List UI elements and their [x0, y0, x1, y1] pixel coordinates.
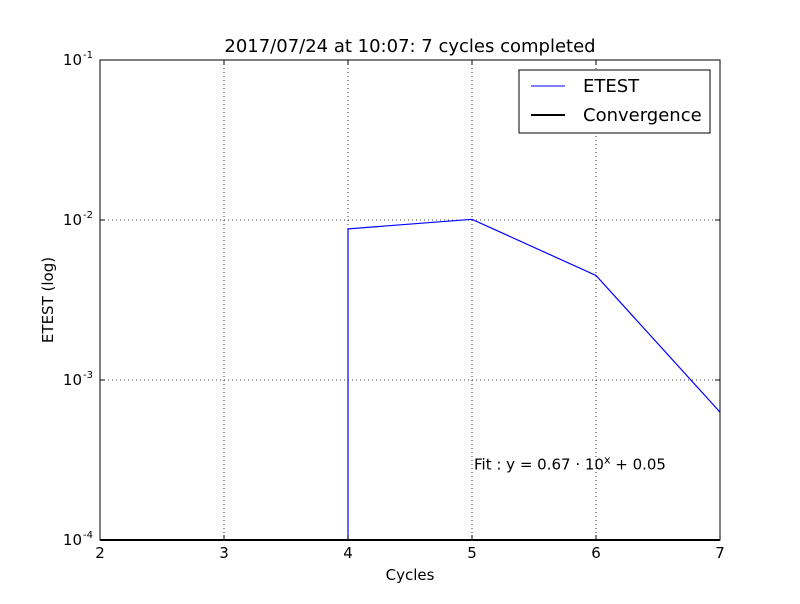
legend: ETEST Convergence	[518, 69, 711, 134]
y-tick-exponent: -2	[83, 210, 93, 221]
y-tick-exponent: -3	[83, 370, 93, 381]
y-tick-exponent: -4	[83, 530, 93, 541]
x-tick-label: 7	[715, 544, 725, 562]
y-tick-label: 10	[63, 531, 82, 549]
fit-annotation: Fit : y = 0.67 · 10x + 0.05	[474, 454, 666, 474]
y-tick-label: 10	[63, 51, 82, 69]
legend-label-convergence: Convergence	[583, 105, 702, 126]
y-axis-label: ETEST (log)	[39, 257, 57, 343]
x-tick-label: 3	[219, 544, 229, 562]
x-tick-label: 2	[95, 544, 105, 562]
fit-annotation-sup: x	[604, 454, 611, 467]
legend-label-etest: ETEST	[583, 76, 640, 97]
y-tick-label: 10	[63, 371, 82, 389]
x-axis-label: Cycles	[386, 566, 435, 584]
legend-box	[518, 69, 711, 134]
y-tick-exponent: -1	[83, 50, 93, 61]
axis-ticks: 2 3 4 5 6 710-410-310-210-1	[63, 50, 725, 562]
series-line-etest	[347, 218, 721, 540]
x-tick-label: 6	[591, 544, 601, 562]
fit-annotation-suffix: + 0.05	[610, 456, 666, 474]
chart-title: 2017/07/24 at 10:07: 7 cycles completed	[224, 36, 595, 57]
y-tick-label: 10	[63, 211, 82, 229]
fit-annotation-prefix: Fit : y = 0.67 · 10	[474, 456, 604, 474]
x-tick-label: 5	[467, 544, 477, 562]
x-tick-label: 4	[343, 544, 353, 562]
plot-frame	[99, 59, 721, 541]
